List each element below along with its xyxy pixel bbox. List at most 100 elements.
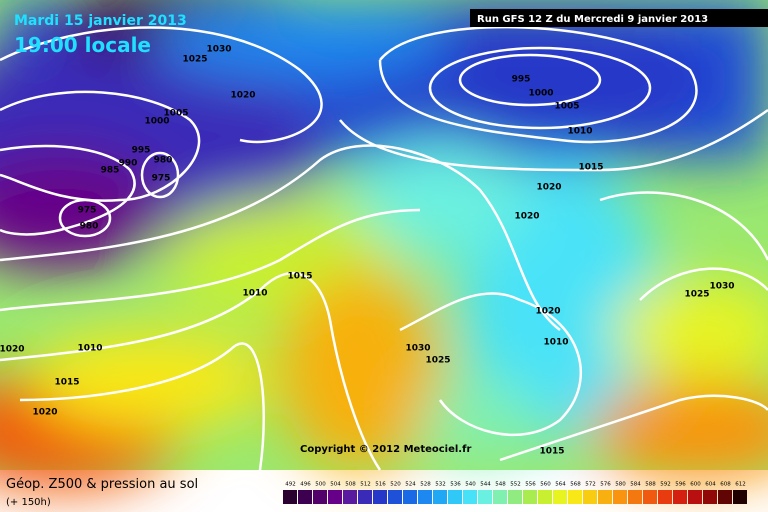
- scale-swatch: [388, 490, 402, 504]
- color-scale: 492 496 500 504 508 512 516 520 524 528 532 536 540 5…: [283, 482, 747, 504]
- isobar-label: 1020: [535, 307, 560, 317]
- isobar-label: 1020: [536, 183, 561, 193]
- scale-label: 576: [600, 482, 611, 488]
- scale-label: 508: [345, 482, 356, 488]
- footer-title: Géop. Z500 & pression au sol: [6, 477, 198, 492]
- scale-label: 528: [420, 482, 431, 488]
- scale-label: 568: [570, 482, 581, 488]
- scale-swatch: [553, 490, 567, 504]
- isobar-label: 1015: [54, 378, 79, 388]
- scale-label: 600: [690, 482, 701, 488]
- scale-swatch: [358, 490, 372, 504]
- scale-swatch: [568, 490, 582, 504]
- isobar-label: 1000: [528, 89, 553, 99]
- isobar-label: 1025: [425, 356, 450, 366]
- scale-swatch: [418, 490, 432, 504]
- scale-label: 500: [315, 482, 326, 488]
- scale-swatch: [538, 490, 552, 504]
- scale-label: 496: [300, 482, 311, 488]
- isobar-label: 1005: [163, 109, 188, 119]
- scale-label: 544: [480, 482, 491, 488]
- isobar-label: 980: [80, 222, 99, 232]
- scale-label: 588: [645, 482, 656, 488]
- scale-label: 584: [630, 482, 641, 488]
- run-box: [470, 9, 768, 27]
- scale-swatch: [598, 490, 612, 504]
- scale-swatch: [658, 490, 672, 504]
- scale-label: 504: [330, 482, 341, 488]
- scale-label: 556: [525, 482, 536, 488]
- isobar-label: 995: [512, 75, 531, 85]
- scale-swatch: [628, 490, 642, 504]
- scale-swatch: [313, 490, 327, 504]
- scale-label: 564: [555, 482, 566, 488]
- date-label: Mardi 15 janvier 2013: [14, 13, 187, 29]
- scale-label: 560: [540, 482, 551, 488]
- scale-swatch: [433, 490, 447, 504]
- copyright: Copyright © 2012 Meteociel.fr: [300, 444, 471, 455]
- isobar-label: 1015: [287, 272, 312, 282]
- scale-label: 612: [735, 482, 746, 488]
- scale-swatch: [403, 490, 417, 504]
- footer-lead: (+ 150h): [6, 497, 51, 508]
- scale-swatch: [448, 490, 462, 504]
- isobar-label: 985: [101, 166, 120, 176]
- scale-swatch: [613, 490, 627, 504]
- scale-label: 604: [705, 482, 716, 488]
- isobar-labels: 1030102510201005100099599098598097597598…: [0, 45, 735, 457]
- scale-swatch: [583, 490, 597, 504]
- time-label: 19:00 locale: [14, 33, 151, 57]
- scale-label: 572: [585, 482, 596, 488]
- isobar-label: 1020: [32, 408, 57, 418]
- scale-swatch: [328, 490, 342, 504]
- scale-label: 592: [660, 482, 671, 488]
- isobar-label: 975: [78, 206, 97, 216]
- isobar-label: 1010: [543, 338, 568, 348]
- scale-swatch: [733, 490, 747, 504]
- isobar-label: 980: [154, 156, 173, 166]
- isobar-label: 1020: [0, 345, 25, 355]
- scale-swatch: [673, 490, 687, 504]
- scale-swatch: [703, 490, 717, 504]
- isobar-label: 1010: [242, 289, 267, 299]
- isobar-label: 1020: [514, 212, 539, 222]
- run-label: Run GFS 12 Z du Mercredi 9 janvier 2013: [477, 14, 708, 25]
- scale-swatch: [508, 490, 522, 504]
- scale-swatch: [283, 490, 297, 504]
- scale-label: 532: [435, 482, 446, 488]
- scale-label: 512: [360, 482, 371, 488]
- scale-swatch: [643, 490, 657, 504]
- scale-swatch: [343, 490, 357, 504]
- scale-swatch: [493, 490, 507, 504]
- scale-swatch: [688, 490, 702, 504]
- scale-swatch: [373, 490, 387, 504]
- scale-label: 520: [390, 482, 401, 488]
- isobars: [0, 25, 768, 471]
- isobar-label: 1020: [230, 91, 255, 101]
- scale-label: 524: [405, 482, 416, 488]
- scale-swatch: [718, 490, 732, 504]
- scale-label: 516: [375, 482, 386, 488]
- isobar-label: 975: [152, 174, 171, 184]
- isobar-label: 1030: [709, 282, 734, 292]
- isobar-label: 1030: [405, 344, 430, 354]
- isobar-label: 1030: [206, 45, 231, 55]
- isobar-label: 1000: [144, 117, 169, 127]
- isobar-label: 1010: [77, 344, 102, 354]
- isobar-label: 1010: [567, 127, 592, 137]
- scale-label: 580: [615, 482, 626, 488]
- scale-swatch: [463, 490, 477, 504]
- scale-label: 536: [450, 482, 461, 488]
- isobar-label: 1015: [539, 447, 564, 457]
- isobar-label: 1025: [684, 290, 709, 300]
- scale-swatch: [523, 490, 537, 504]
- isobar-label: 1015: [578, 163, 603, 173]
- scale-label: 596: [675, 482, 686, 488]
- isobar-label: 990: [119, 159, 138, 169]
- isobar-label: 995: [132, 146, 151, 156]
- isobar-label: 1025: [182, 55, 207, 65]
- scale-label: 492: [285, 482, 296, 488]
- isobar-label: 1005: [554, 102, 579, 112]
- scale-label: 540: [465, 482, 476, 488]
